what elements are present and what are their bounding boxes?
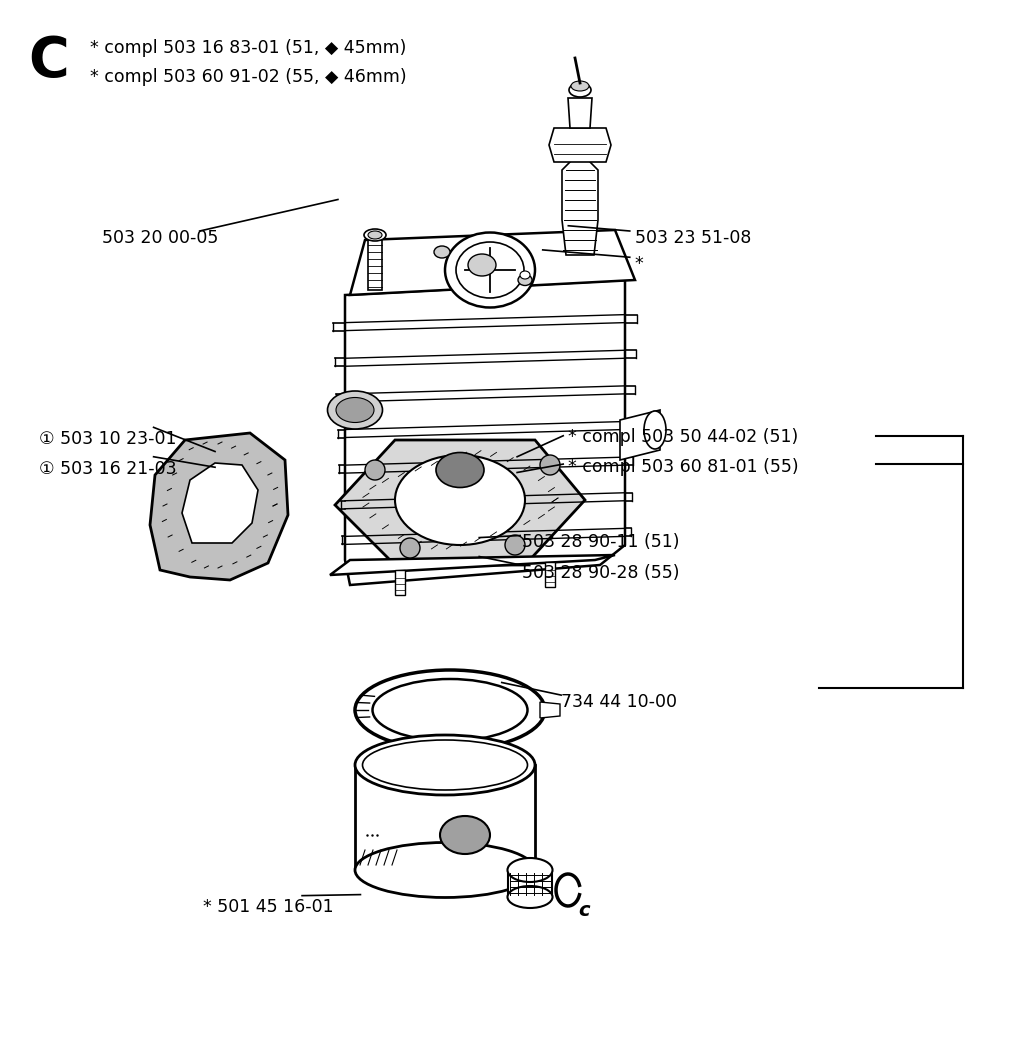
Polygon shape (330, 555, 615, 575)
Text: 503 28 90-11 (51): 503 28 90-11 (51) (522, 533, 680, 551)
Text: 734 44 10-00: 734 44 10-00 (561, 693, 677, 711)
Polygon shape (562, 160, 598, 255)
Ellipse shape (508, 858, 553, 882)
Text: * compl 503 60 91-02 (55, ◆ 46mm): * compl 503 60 91-02 (55, ◆ 46mm) (90, 68, 407, 86)
Text: C: C (29, 34, 70, 87)
Text: * compl 503 50 44-02 (51): * compl 503 50 44-02 (51) (568, 428, 799, 446)
Text: ① 503 10 23-01: ① 503 10 23-01 (39, 430, 176, 448)
Polygon shape (355, 765, 535, 870)
Text: ① 503 16 21-03: ① 503 16 21-03 (39, 460, 176, 478)
Text: * compl 503 60 81-01 (55): * compl 503 60 81-01 (55) (568, 458, 799, 476)
Ellipse shape (468, 254, 496, 276)
Ellipse shape (368, 231, 382, 239)
Ellipse shape (520, 271, 530, 279)
Polygon shape (368, 240, 382, 290)
Ellipse shape (508, 886, 553, 908)
Ellipse shape (445, 232, 535, 308)
Ellipse shape (355, 842, 535, 898)
Ellipse shape (569, 83, 591, 97)
Ellipse shape (395, 455, 525, 545)
Ellipse shape (336, 398, 374, 422)
Polygon shape (540, 702, 560, 718)
Text: 503 23 51-08: 503 23 51-08 (635, 229, 752, 247)
Polygon shape (549, 128, 611, 162)
Ellipse shape (362, 740, 527, 790)
Circle shape (400, 538, 420, 558)
Polygon shape (335, 440, 585, 565)
Ellipse shape (328, 391, 383, 429)
Polygon shape (508, 870, 552, 897)
Text: 503 28 90-28 (55): 503 28 90-28 (55) (522, 564, 680, 582)
Polygon shape (545, 562, 555, 587)
Text: * compl 503 16 83-01 (51, ◆ 45mm): * compl 503 16 83-01 (51, ◆ 45mm) (90, 39, 407, 57)
Polygon shape (182, 463, 258, 543)
Ellipse shape (434, 246, 450, 258)
Polygon shape (620, 410, 660, 460)
Text: *: * (635, 255, 644, 273)
Polygon shape (150, 433, 288, 580)
Ellipse shape (644, 411, 666, 449)
Polygon shape (345, 280, 625, 585)
Ellipse shape (440, 816, 490, 854)
Text: c: c (579, 901, 590, 920)
Text: 503 20 00-05: 503 20 00-05 (102, 229, 219, 247)
Circle shape (540, 455, 560, 475)
Ellipse shape (436, 453, 484, 487)
Ellipse shape (355, 735, 535, 795)
Circle shape (365, 460, 385, 480)
Text: * 501 45 16-01: * 501 45 16-01 (203, 898, 334, 916)
Ellipse shape (518, 274, 532, 286)
Ellipse shape (364, 229, 386, 242)
Polygon shape (395, 570, 406, 595)
Polygon shape (568, 98, 592, 128)
Circle shape (505, 536, 525, 555)
Ellipse shape (373, 679, 527, 741)
Polygon shape (350, 230, 635, 295)
Ellipse shape (571, 81, 589, 91)
Ellipse shape (355, 670, 545, 750)
Ellipse shape (456, 242, 524, 298)
